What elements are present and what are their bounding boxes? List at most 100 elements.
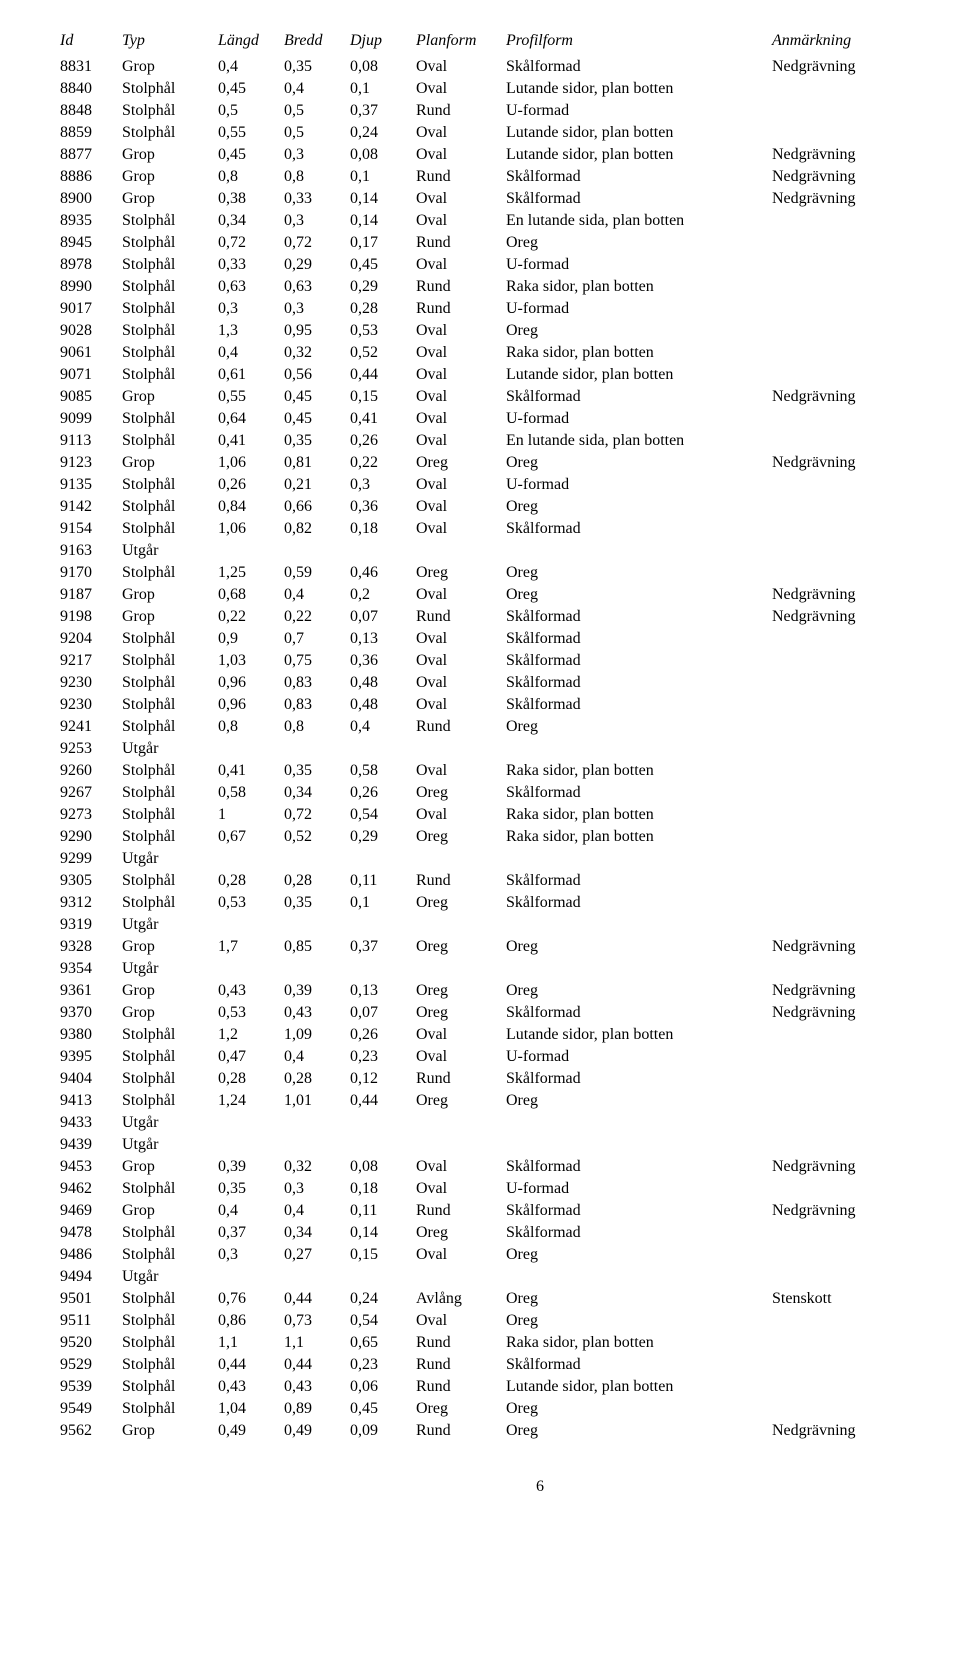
cell-typ: Stolphål bbox=[122, 1024, 218, 1046]
cell-typ: Stolphål bbox=[122, 716, 218, 738]
cell-id: 9354 bbox=[60, 958, 122, 980]
cell-typ: Stolphål bbox=[122, 1332, 218, 1354]
cell-profil bbox=[506, 914, 772, 936]
table-row: 9123Grop1,060,810,22OregOregNedgrävning bbox=[60, 452, 960, 474]
cell-plan bbox=[416, 848, 506, 870]
cell-djup: 0,44 bbox=[350, 364, 416, 386]
cell-anm: Nedgrävning bbox=[772, 606, 960, 628]
table-row: 8886Grop0,80,80,1RundSkålformadNedgrävni… bbox=[60, 166, 960, 188]
table-row: 8900Grop0,380,330,14OvalSkålformadNedgrä… bbox=[60, 188, 960, 210]
cell-typ: Grop bbox=[122, 56, 218, 78]
cell-typ: Grop bbox=[122, 452, 218, 474]
cell-plan: Oval bbox=[416, 1046, 506, 1068]
cell-typ: Stolphål bbox=[122, 892, 218, 914]
table-row: 9198Grop0,220,220,07RundSkålformadNedgrä… bbox=[60, 606, 960, 628]
cell-anm: Nedgrävning bbox=[772, 188, 960, 210]
cell-plan: Rund bbox=[416, 1354, 506, 1376]
cell-anm bbox=[772, 254, 960, 276]
cell-langd: 0,35 bbox=[218, 1178, 284, 1200]
cell-typ: Stolphål bbox=[122, 650, 218, 672]
cell-typ: Grop bbox=[122, 166, 218, 188]
cell-typ: Grop bbox=[122, 1156, 218, 1178]
cell-djup: 0,14 bbox=[350, 210, 416, 232]
cell-id: 9142 bbox=[60, 496, 122, 518]
cell-bredd bbox=[284, 738, 350, 760]
cell-plan: Oreg bbox=[416, 1222, 506, 1244]
cell-langd: 0,53 bbox=[218, 1002, 284, 1024]
cell-profil: Oreg bbox=[506, 452, 772, 474]
table-row: 9299Utgår bbox=[60, 848, 960, 870]
cell-id: 9123 bbox=[60, 452, 122, 474]
cell-id: 8978 bbox=[60, 254, 122, 276]
cell-djup: 0,23 bbox=[350, 1046, 416, 1068]
cell-plan: Avlång bbox=[416, 1288, 506, 1310]
cell-plan: Oreg bbox=[416, 562, 506, 584]
cell-anm bbox=[772, 672, 960, 694]
cell-langd: 0,63 bbox=[218, 276, 284, 298]
cell-djup: 0,1 bbox=[350, 78, 416, 100]
cell-typ: Stolphål bbox=[122, 430, 218, 452]
cell-plan bbox=[416, 1266, 506, 1288]
cell-bredd: 0,28 bbox=[284, 870, 350, 892]
cell-djup: 0,26 bbox=[350, 430, 416, 452]
table-row: 8978Stolphål0,330,290,45OvalU-formad bbox=[60, 254, 960, 276]
col-header-bredd: Bredd bbox=[284, 30, 350, 56]
cell-id: 9539 bbox=[60, 1376, 122, 1398]
cell-langd: 0,61 bbox=[218, 364, 284, 386]
cell-langd: 1,1 bbox=[218, 1332, 284, 1354]
cell-djup: 0,52 bbox=[350, 342, 416, 364]
cell-id: 9361 bbox=[60, 980, 122, 1002]
page-number: 6 bbox=[60, 1478, 960, 1496]
cell-djup: 0,11 bbox=[350, 870, 416, 892]
cell-id: 9305 bbox=[60, 870, 122, 892]
table-row: 9260Stolphål0,410,350,58OvalRaka sidor, … bbox=[60, 760, 960, 782]
cell-anm: Nedgrävning bbox=[772, 56, 960, 78]
cell-langd: 1,03 bbox=[218, 650, 284, 672]
cell-langd: 1,06 bbox=[218, 518, 284, 540]
table-row: 9099Stolphål0,640,450,41OvalU-formad bbox=[60, 408, 960, 430]
cell-anm bbox=[772, 232, 960, 254]
cell-bredd: 0,39 bbox=[284, 980, 350, 1002]
cell-djup bbox=[350, 1134, 416, 1156]
cell-langd: 0,45 bbox=[218, 144, 284, 166]
cell-langd: 0,9 bbox=[218, 628, 284, 650]
cell-profil bbox=[506, 1112, 772, 1134]
cell-profil bbox=[506, 738, 772, 760]
cell-id: 9135 bbox=[60, 474, 122, 496]
cell-typ: Grop bbox=[122, 1200, 218, 1222]
cell-typ: Stolphål bbox=[122, 496, 218, 518]
data-table: IdTypLängdBreddDjupPlanformProfilformAnm… bbox=[60, 30, 960, 1442]
cell-profil: Oreg bbox=[506, 936, 772, 958]
cell-typ: Stolphål bbox=[122, 320, 218, 342]
cell-id: 9241 bbox=[60, 716, 122, 738]
cell-bredd: 0,33 bbox=[284, 188, 350, 210]
table-row: 9354Utgår bbox=[60, 958, 960, 980]
cell-anm bbox=[772, 1024, 960, 1046]
table-row: 9439Utgår bbox=[60, 1134, 960, 1156]
cell-typ: Grop bbox=[122, 1002, 218, 1024]
cell-langd: 0,53 bbox=[218, 892, 284, 914]
cell-typ: Stolphål bbox=[122, 78, 218, 100]
cell-djup: 0,36 bbox=[350, 650, 416, 672]
cell-anm: Nedgrävning bbox=[772, 980, 960, 1002]
cell-langd: 0,86 bbox=[218, 1310, 284, 1332]
cell-bredd: 0,4 bbox=[284, 1200, 350, 1222]
cell-anm: Stenskott bbox=[772, 1288, 960, 1310]
cell-anm bbox=[772, 1354, 960, 1376]
table-row: 9113Stolphål0,410,350,26OvalEn lutande s… bbox=[60, 430, 960, 452]
cell-typ: Stolphål bbox=[122, 342, 218, 364]
cell-langd: 0,55 bbox=[218, 386, 284, 408]
cell-djup: 0,14 bbox=[350, 188, 416, 210]
cell-profil: Lutande sidor, plan botten bbox=[506, 1376, 772, 1398]
cell-id: 9319 bbox=[60, 914, 122, 936]
cell-bredd: 0,52 bbox=[284, 826, 350, 848]
cell-profil: Oreg bbox=[506, 1310, 772, 1332]
table-row: 8945Stolphål0,720,720,17RundOreg bbox=[60, 232, 960, 254]
cell-bredd: 0,7 bbox=[284, 628, 350, 650]
table-row: 9253Utgår bbox=[60, 738, 960, 760]
cell-bredd: 0,4 bbox=[284, 584, 350, 606]
cell-anm: Nedgrävning bbox=[772, 1156, 960, 1178]
cell-id: 9290 bbox=[60, 826, 122, 848]
table-row: 9413Stolphål1,241,010,44OregOreg bbox=[60, 1090, 960, 1112]
cell-plan: Oreg bbox=[416, 980, 506, 1002]
